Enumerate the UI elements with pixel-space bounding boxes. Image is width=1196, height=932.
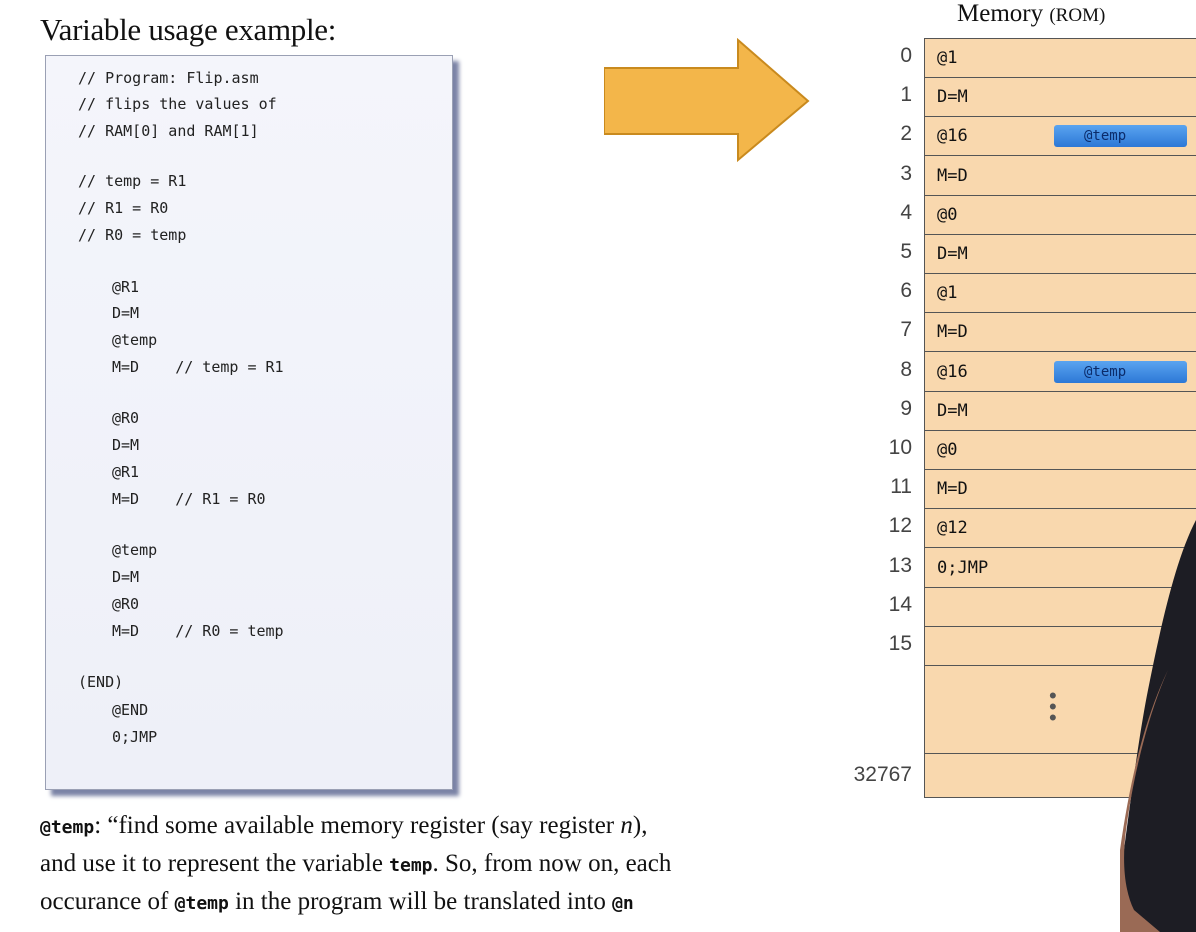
code-line: @R1 bbox=[112, 463, 140, 481]
memory-value: @16 bbox=[937, 361, 968, 382]
memory-row: @1 bbox=[925, 274, 1196, 314]
memory-row-ellipsis bbox=[925, 666, 1196, 755]
code-line: (END) bbox=[78, 673, 124, 691]
caption: @temp: “find some available memory regis… bbox=[40, 808, 840, 922]
memory-value: @12 bbox=[937, 518, 968, 539]
memory-row: @0 bbox=[925, 196, 1196, 235]
code-line: // temp = R1 bbox=[78, 172, 187, 190]
memory-row: M=D bbox=[925, 157, 1196, 196]
memory-address: 7 bbox=[900, 318, 912, 342]
memory-address: 14 bbox=[888, 592, 912, 616]
caption-code-temp: @temp bbox=[40, 817, 95, 838]
code-line: D=M bbox=[112, 304, 140, 322]
memory-value: @0 bbox=[937, 204, 958, 225]
code-line: M=D // R1 = R0 bbox=[112, 490, 266, 508]
code-line: @R0 bbox=[112, 409, 140, 427]
memory-value: @1 bbox=[937, 48, 958, 68]
memory-row bbox=[925, 588, 1196, 627]
memory-row: D=M bbox=[925, 235, 1196, 274]
code-line: D=M bbox=[112, 436, 140, 454]
memory-value: D=M bbox=[937, 400, 968, 421]
memory-row: @0 bbox=[925, 431, 1196, 470]
code-line: // flips the values of bbox=[78, 95, 277, 113]
memory-value: M=D bbox=[937, 479, 968, 500]
caption-text: in the program will be translated into bbox=[228, 888, 613, 915]
memory-value: D=M bbox=[937, 87, 968, 108]
code-line: @R0 bbox=[112, 595, 140, 613]
code-line: // RAM[0] and RAM[1] bbox=[78, 122, 259, 140]
caption-text: occurance of bbox=[40, 888, 175, 915]
rom-memory-table: @1 D=M @16 @temp M=D @0 D=M @1 M=D @16 @temp D=M @0 M… bbox=[924, 38, 1196, 798]
memory-address: 12 bbox=[888, 514, 912, 538]
variable-tag: @temp bbox=[1054, 125, 1187, 148]
memory-address: 2 bbox=[900, 122, 912, 146]
caption-text: . So, from now on, each bbox=[432, 850, 672, 877]
memory-value: @16 bbox=[937, 126, 968, 147]
memory-row: D=M bbox=[925, 392, 1196, 431]
code-line: @temp bbox=[112, 331, 158, 349]
memory-address: 0 bbox=[900, 44, 912, 67]
memory-value: @1 bbox=[937, 283, 958, 304]
caption-text: ), bbox=[632, 812, 648, 839]
code-line: // R0 = temp bbox=[78, 226, 187, 244]
memory-row: @16 @temp bbox=[925, 117, 1196, 157]
code-line: @R1 bbox=[112, 278, 140, 296]
memory-row: M=D bbox=[925, 470, 1196, 510]
code-line: M=D // temp = R1 bbox=[112, 358, 284, 376]
code-line: D=M bbox=[112, 568, 140, 586]
caption-text: : “find some available memory register (… bbox=[94, 812, 621, 839]
caption-code-temp: @temp bbox=[174, 893, 229, 914]
memory-address: 3 bbox=[900, 161, 912, 185]
code-line: @temp bbox=[112, 541, 158, 559]
code-listing bbox=[45, 55, 453, 790]
memory-value: 0;JMP bbox=[937, 557, 989, 578]
code-line: M=D // R0 = temp bbox=[112, 622, 284, 640]
variable-tag: @temp bbox=[1054, 360, 1187, 383]
memory-row: D=M bbox=[925, 78, 1196, 118]
presenter-silhouette bbox=[1120, 520, 1196, 932]
memory-row bbox=[925, 627, 1196, 666]
memory-value: @0 bbox=[937, 440, 958, 460]
memory-address: 4 bbox=[900, 200, 912, 224]
memory-value: M=D bbox=[937, 165, 968, 186]
code-line: // R1 = R0 bbox=[78, 199, 169, 217]
caption-text: and use it to represent the variable bbox=[40, 850, 390, 877]
memory-address: 9 bbox=[900, 396, 912, 420]
memory-row: M=D bbox=[925, 313, 1196, 353]
memory-title: Memory (ROM) bbox=[957, 0, 1106, 27]
memory-value: D=M bbox=[937, 244, 968, 264]
memory-address: 1 bbox=[900, 83, 912, 107]
memory-value: M=D bbox=[937, 322, 968, 343]
ellipsis-icon: • • • bbox=[1049, 683, 1057, 730]
code-line: @END bbox=[112, 701, 149, 719]
memory-address: 15 bbox=[888, 632, 912, 655]
caption-code-n: @n bbox=[612, 893, 634, 914]
right-arrow-icon bbox=[604, 38, 810, 163]
memory-row: @1 bbox=[925, 39, 1196, 78]
caption-var-n: n bbox=[620, 812, 633, 839]
memory-address: 5 bbox=[900, 240, 912, 263]
slide-title: Variable usage example: bbox=[40, 12, 337, 47]
memory-row: 0;JMP bbox=[925, 549, 1196, 588]
memory-row: @16 @temp bbox=[925, 353, 1196, 392]
memory-address: 11 bbox=[890, 475, 912, 499]
memory-address: 8 bbox=[900, 357, 912, 381]
caption-code-temp-var: temp bbox=[389, 855, 433, 876]
memory-address-last: 32767 bbox=[853, 763, 912, 786]
memory-address: 10 bbox=[888, 436, 912, 459]
memory-row: @12 bbox=[925, 509, 1196, 549]
memory-address: 6 bbox=[900, 279, 912, 303]
memory-address: 13 bbox=[888, 553, 912, 577]
code-line: // Program: Flip.asm bbox=[78, 69, 259, 87]
code-line: 0;JMP bbox=[112, 728, 158, 746]
